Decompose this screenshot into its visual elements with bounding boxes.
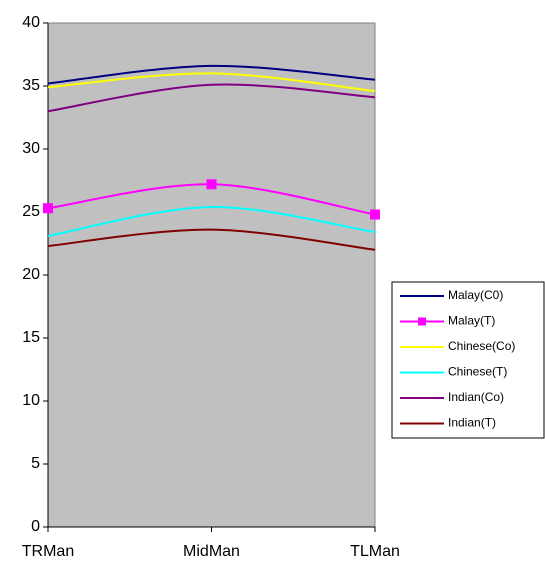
legend-label: Indian(T): [448, 416, 496, 430]
y-tick-label: 35: [22, 77, 40, 94]
x-tick-label: TLMan: [350, 543, 400, 560]
legend-label: Chinese(Co): [448, 339, 515, 353]
y-tick-label: 30: [22, 140, 40, 157]
x-tick-label: MidMan: [183, 543, 240, 560]
series-line: [47, 64, 376, 85]
point-marker: [43, 203, 53, 214]
legend-label: Malay(C0): [448, 288, 503, 302]
legend-box: [391, 281, 545, 439]
legend-label: Indian(Co): [448, 390, 504, 404]
legend-label: Chinese(T): [448, 365, 507, 379]
legend-marker: [418, 317, 426, 326]
y-tick-label: 0: [31, 518, 40, 535]
x-tick-label: TRMan: [22, 543, 74, 560]
y-tick-label: 5: [31, 455, 40, 472]
series-line: [47, 83, 376, 113]
point-marker: [206, 179, 217, 190]
y-tick-label: 40: [22, 14, 40, 31]
series-line: [47, 72, 376, 93]
point-marker: [370, 209, 380, 220]
plot-area: [47, 22, 376, 528]
y-tick-label: 20: [22, 266, 40, 283]
y-tick-label: 25: [22, 203, 40, 220]
y-tick-label: 15: [22, 329, 40, 346]
series-line: [47, 228, 376, 251]
series-line: [47, 205, 376, 237]
legend-label: Malay(T): [448, 314, 495, 328]
y-tick-label: 10: [22, 392, 40, 409]
